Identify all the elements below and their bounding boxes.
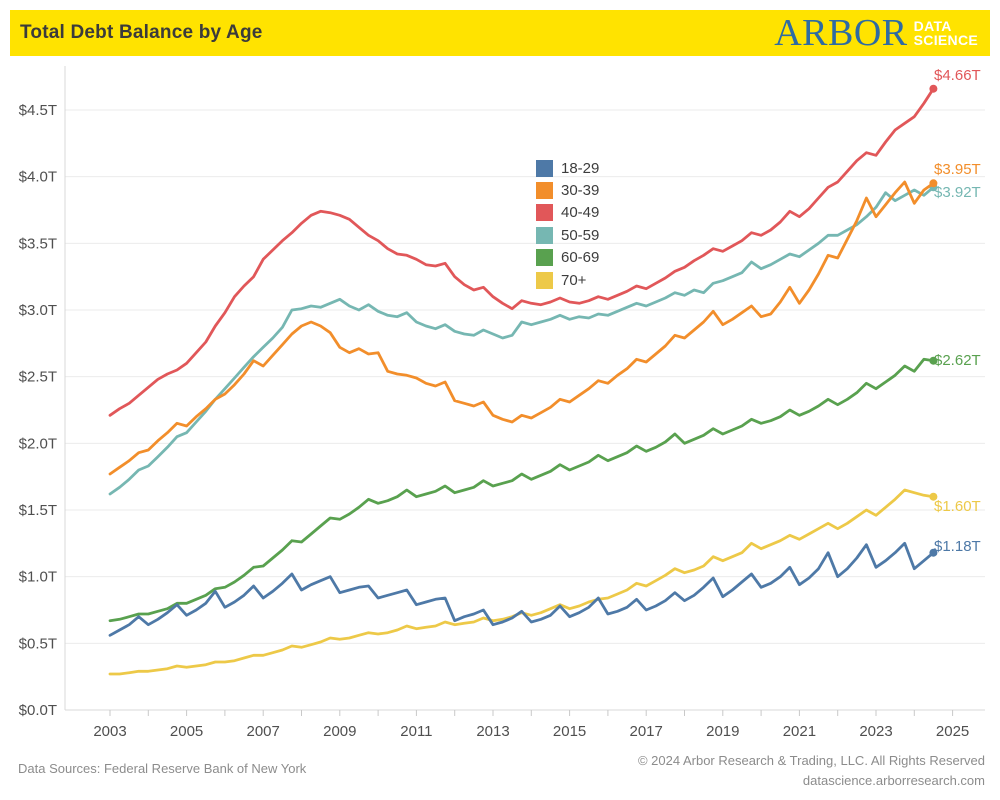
copyright-note: © 2024 Arbor Research & Trading, LLC. Al… [637, 753, 985, 768]
y-axis-labels: $0.0T $0.5T $1.0T $1.5T $2.0T $2.5T $3.0T $3.5T… [19, 102, 57, 719]
x-axis-labels: 2003 2005 2007 2009 2011 2013 2015 2017 2019 2021… [93, 723, 969, 740]
x-tick-label: 2025 [936, 723, 969, 740]
y-tick-label: $0.5T [19, 635, 57, 652]
series-line-50-59 [108, 185, 935, 496]
legend-swatch-18-29 [536, 159, 553, 177]
line-chart-svg: $0.0T $0.5T $1.0T $1.5T $2.0T $2.5T $3.0T $3.5T… [19, 66, 985, 740]
legend-label: 18-29 [561, 159, 600, 177]
series-line-60-69 [108, 357, 935, 623]
legend-label: 70+ [561, 271, 587, 289]
y-tick-label: $1.0T [19, 569, 57, 586]
legend-swatch-30-39 [536, 182, 553, 200]
legend-label: 40-49 [561, 204, 600, 222]
legend-item-50-59[interactable]: 50-59 [536, 224, 599, 246]
chart-title: Total Debt Balance by Age [20, 22, 263, 43]
legend-label: 30-39 [561, 182, 600, 200]
y-tick-label: $3.5T [19, 235, 57, 252]
x-tick-label: 2009 [323, 723, 356, 740]
series-end-dot-18-29 [929, 548, 938, 557]
end-value-label-18-29: $1.18T [934, 538, 981, 555]
series-line-40-49 [108, 87, 935, 417]
header-bar: Total Debt Balance by Age ARBOR DATA SCI… [10, 10, 990, 56]
x-tick-label: 2015 [553, 723, 586, 740]
arbor-logo-subtext: DATA SCIENCE [914, 19, 978, 47]
legend-swatch-70+ [536, 271, 553, 289]
legend-item-60-69[interactable]: 60-69 [536, 247, 599, 269]
x-tick-label: 2023 [859, 723, 892, 740]
series-line-18-29 [108, 541, 935, 637]
legend-item-30-39[interactable]: 30-39 [536, 179, 599, 201]
legend-swatch-50-59 [536, 226, 553, 244]
legend-item-18-29[interactable]: 18-29 [536, 157, 599, 179]
end-value-label-70+: $1.60T [934, 498, 981, 515]
legend-item-70+[interactable]: 70+ [536, 269, 599, 291]
y-tick-label: $3.0T [19, 302, 57, 319]
series-end-dot-30-39 [929, 179, 938, 188]
series-end-dot-40-49 [929, 84, 938, 93]
arbor-logo-wordmark: ARBOR [774, 12, 908, 54]
x-tick-label: 2005 [170, 723, 203, 740]
x-tick-label: 2003 [93, 723, 126, 740]
gridlines [65, 109, 985, 711]
legend-item-40-49[interactable]: 40-49 [536, 202, 599, 224]
legend-swatch-60-69 [536, 249, 553, 267]
x-tick-label: 2019 [706, 723, 739, 740]
legend-label: 50-59 [561, 226, 600, 244]
end-value-label-60-69: $2.62T [934, 352, 981, 369]
footer-right: © 2024 Arbor Research & Trading, LLC. Al… [638, 751, 985, 791]
y-tick-label: $1.5T [19, 502, 57, 519]
x-tick-label: 2007 [247, 723, 280, 740]
x-tick-label: 2011 [400, 723, 432, 740]
website-link[interactable]: datascience.arborresearch.com [802, 773, 985, 788]
end-value-label-50-59: $3.92T [934, 184, 981, 201]
x-tick-label: 2017 [630, 723, 663, 740]
legend-label: 60-69 [561, 249, 600, 267]
y-tick-label: $4.0T [19, 169, 57, 186]
series-end-dot-70+ [929, 492, 938, 501]
y-tick-label: $2.0T [19, 435, 57, 452]
arbor-logo: ARBOR DATA SCIENCE [774, 12, 978, 54]
y-tick-label: $4.5T [19, 102, 57, 119]
end-value-label-30-39: $3.95T [934, 161, 981, 178]
data-source-note: Data Sources: Federal Reserve Bank of Ne… [18, 761, 307, 776]
x-tick-label: 2021 [783, 723, 816, 740]
series-lines [108, 84, 938, 676]
arbor-logo-subtext-line1: DATA [913, 18, 952, 34]
series-line-30-39 [108, 180, 935, 476]
chart-legend: 18-29 30-39 40-49 50-59 60-69 70+ [536, 157, 599, 291]
series-end-dot-60-69 [929, 356, 938, 365]
end-value-label-40-49: $4.66T [934, 67, 981, 84]
legend-swatch-40-49 [536, 204, 553, 222]
arbor-logo-subtext-line2: SCIENCE [913, 32, 978, 48]
y-tick-label: $0.0T [19, 702, 57, 719]
y-tick-label: $2.5T [19, 369, 57, 386]
x-tick-label: 2013 [476, 723, 509, 740]
x-ticks [109, 710, 954, 716]
chart-area: $0.0T $0.5T $1.0T $1.5T $2.0T $2.5T $3.0T $3.5T… [0, 56, 1000, 746]
